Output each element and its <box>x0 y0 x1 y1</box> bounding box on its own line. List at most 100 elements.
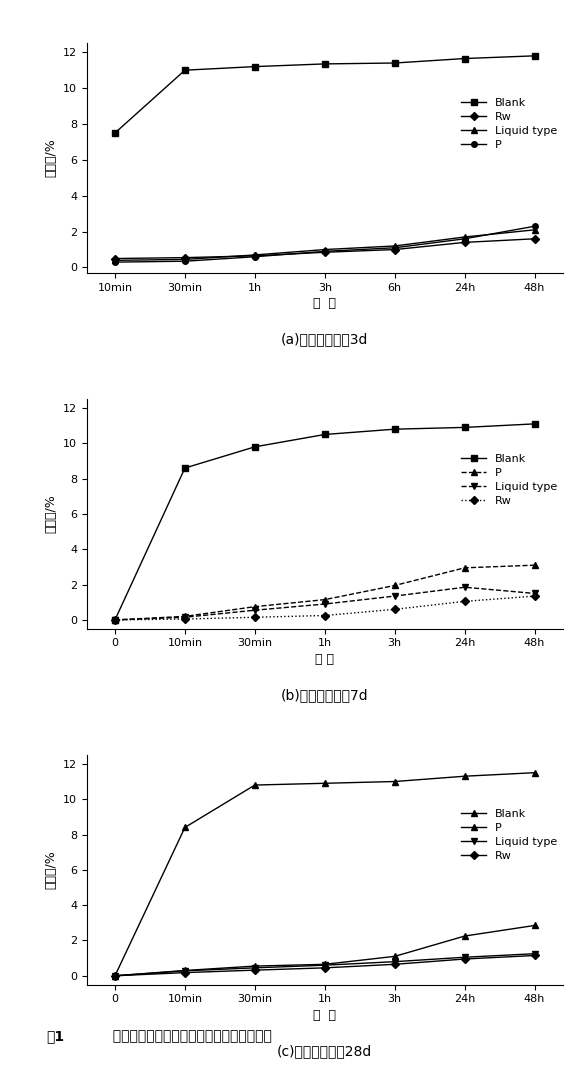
Line: Liquid type: Liquid type <box>112 227 538 263</box>
P <box>182 254 188 267</box>
Text: (c)砂浆试件养护28d: (c)砂浆试件养护28d <box>277 1044 372 1058</box>
Rw <box>392 958 398 971</box>
Liquid type <box>321 243 328 256</box>
Rw <box>392 243 398 256</box>
Blank <box>531 766 538 779</box>
Rw <box>182 612 188 625</box>
P <box>111 969 118 982</box>
P <box>251 601 258 613</box>
P <box>531 919 538 932</box>
P <box>251 960 258 973</box>
Blank <box>111 613 118 626</box>
Y-axis label: 吸水率/%: 吸水率/% <box>45 494 57 533</box>
Liquid type <box>321 959 328 972</box>
P <box>461 929 468 942</box>
Liquid type <box>251 249 258 262</box>
Rw <box>111 969 118 982</box>
Blank <box>321 428 328 441</box>
Liquid type <box>251 961 258 974</box>
Line: Liquid type: Liquid type <box>112 584 538 623</box>
Blank <box>251 61 258 74</box>
Blank <box>531 418 538 431</box>
Liquid type <box>111 613 118 626</box>
X-axis label: 时  间: 时 间 <box>313 1008 336 1021</box>
Liquid type <box>251 604 258 617</box>
Line: Rw: Rw <box>112 593 538 623</box>
X-axis label: 时 间: 时 间 <box>316 652 334 665</box>
Line: Blank: Blank <box>112 53 538 135</box>
Rw <box>531 590 538 603</box>
P <box>182 964 188 977</box>
Blank <box>321 57 328 70</box>
Line: Rw: Rw <box>112 953 538 978</box>
Liquid type <box>392 239 398 252</box>
Blank <box>182 462 188 475</box>
Rw <box>461 595 468 608</box>
Line: Liquid type: Liquid type <box>112 951 538 978</box>
Rw <box>182 251 188 264</box>
Liquid type <box>392 590 398 603</box>
Blank <box>111 127 118 140</box>
Liquid type <box>182 964 188 977</box>
Liquid type <box>461 230 468 243</box>
Rw <box>392 603 398 616</box>
Liquid type <box>182 253 188 266</box>
Liquid type <box>111 969 118 982</box>
Rw <box>321 246 328 259</box>
P <box>531 220 538 233</box>
Line: P: P <box>112 563 538 623</box>
Y-axis label: 吸水率/%: 吸水率/% <box>45 138 57 177</box>
Rw <box>321 609 328 622</box>
Rw <box>531 233 538 246</box>
P <box>461 562 468 575</box>
Rw <box>251 964 258 977</box>
Rw <box>461 952 468 965</box>
Blank <box>321 777 328 790</box>
P <box>251 250 258 263</box>
P <box>182 610 188 623</box>
Rw <box>182 966 188 979</box>
Liquid type <box>531 586 538 599</box>
Liquid type <box>531 223 538 236</box>
Blank <box>251 779 258 792</box>
Rw <box>251 249 258 262</box>
Blank <box>111 969 118 982</box>
Rw <box>531 949 538 962</box>
P <box>111 613 118 626</box>
Line: Blank: Blank <box>112 770 538 978</box>
P <box>321 593 328 606</box>
Blank <box>392 423 398 436</box>
Liquid type <box>182 610 188 623</box>
Blank <box>182 64 188 77</box>
Liquid type <box>461 951 468 964</box>
Legend: Blank, P, Liquid type, Rw: Blank, P, Liquid type, Rw <box>462 453 557 505</box>
Line: Rw: Rw <box>112 236 538 262</box>
Text: 图1: 图1 <box>46 1030 64 1043</box>
Blank <box>461 421 468 434</box>
Legend: Blank, Rw, Liquid type, P: Blank, Rw, Liquid type, P <box>462 97 557 149</box>
P <box>531 558 538 571</box>
Text: (b)砂浆试件养护7d: (b)砂浆试件养护7d <box>281 688 369 702</box>
Legend: Blank, P, Liquid type, Rw: Blank, P, Liquid type, Rw <box>462 809 557 861</box>
P <box>461 233 468 246</box>
Liquid type <box>392 955 398 968</box>
Blank <box>392 775 398 788</box>
Rw <box>461 236 468 249</box>
P <box>321 958 328 971</box>
Liquid type <box>461 581 468 594</box>
Text: (a)砂浆试件养护3d: (a)砂浆试件养护3d <box>281 332 368 346</box>
Line: P: P <box>112 224 538 265</box>
Blank <box>531 50 538 63</box>
P <box>111 255 118 268</box>
Liquid type <box>321 597 328 610</box>
P <box>392 241 398 254</box>
X-axis label: 时  间: 时 间 <box>313 296 336 309</box>
P <box>321 245 328 258</box>
Text: 掺不同防水剂的砂浆吸水率随时间变化关系: 掺不同防水剂的砂浆吸水率随时间变化关系 <box>104 1030 272 1043</box>
Y-axis label: 吸水率/%: 吸水率/% <box>45 850 57 889</box>
P <box>392 950 398 963</box>
Liquid type <box>111 254 118 267</box>
Blank <box>461 52 468 65</box>
Blank <box>251 440 258 453</box>
Rw <box>111 613 118 626</box>
